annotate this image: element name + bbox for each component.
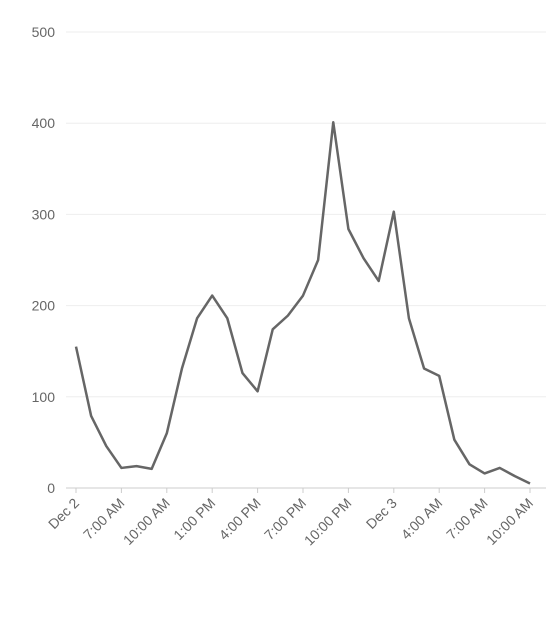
x-tick-label: 4:00 AM xyxy=(398,495,446,543)
x-tick-label: 4:00 PM xyxy=(216,495,264,543)
x-tick-label: 10:00 AM xyxy=(483,495,536,548)
line xyxy=(74,121,531,485)
y-tick-label: 200 xyxy=(32,298,56,314)
y-tick-label: 100 xyxy=(32,389,56,405)
x-tick-label: Dec 2 xyxy=(45,495,82,532)
y-tick-label: 0 xyxy=(47,480,55,496)
y-tick-label: 300 xyxy=(32,206,56,222)
x-tick-label: 10:00 PM xyxy=(301,495,355,549)
x-tick-label: 1:00 PM xyxy=(170,495,218,543)
x-tick-label: 10:00 AM xyxy=(120,495,173,548)
y-tick-label: 500 xyxy=(32,24,56,40)
x-tick-label: Dec 3 xyxy=(363,495,400,532)
y-tick-label: 400 xyxy=(32,115,56,131)
